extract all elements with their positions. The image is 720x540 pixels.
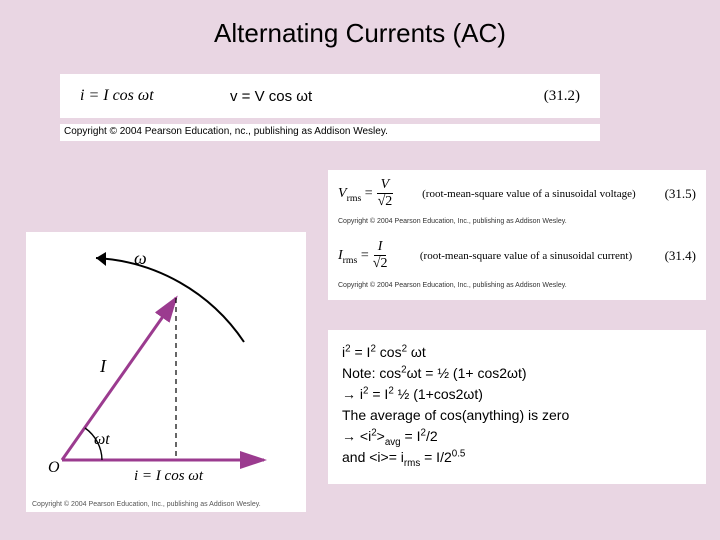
deriv-line-6: and <i>= irms = I/20.5 xyxy=(342,447,692,468)
rms-copy-2: Copyright © 2004 Pearson Education, Inc.… xyxy=(338,282,567,289)
rms-copy-1: Copyright © 2004 Pearson Education, Inc.… xyxy=(338,218,567,225)
rms-i-sub: rms xyxy=(343,254,358,265)
d6sub: rms xyxy=(404,458,420,469)
d6exp: 0.5 xyxy=(452,448,466,459)
equation-bar: i = I cos ωt v = V cos ωt (31.2) xyxy=(60,74,600,118)
deriv-line-4: The average of cos(anything) is zero xyxy=(342,405,692,426)
origin-label: O xyxy=(48,459,60,476)
d1b: = I xyxy=(351,344,371,360)
rms-current-lhs: Irms = I √2 xyxy=(338,240,387,271)
rms-current-eqnum: (31.4) xyxy=(665,248,696,264)
rms-voltage-lhs: Vrms = V √2 xyxy=(338,178,393,209)
rms-current-frac: I √2 xyxy=(373,240,388,271)
phasor-copyright: Copyright © 2004 Pearson Education, Inc.… xyxy=(32,501,261,508)
equation-number: (31.2) xyxy=(544,88,580,105)
rms-voltage-desc: (root-mean-square value of a sinusoidal … xyxy=(422,188,636,200)
d5arrow: → xyxy=(342,428,356,444)
page-title: Alternating Currents (AC) xyxy=(0,18,720,49)
angle-label: ωt xyxy=(94,431,110,448)
deriv-line-2: Note: cos2ωt = ½ (1+ cos2ωt) xyxy=(342,363,692,384)
derivation-panel: i2 = I2 cos2 ωt Note: cos2ωt = ½ (1+ cos… xyxy=(328,330,706,484)
d5a: <i xyxy=(356,428,371,444)
d3arrow: → xyxy=(342,386,356,402)
rms-panel: Vrms = V √2 (root-mean-square value of a… xyxy=(328,170,706,300)
equation-v: v = V cos ωt xyxy=(230,88,312,105)
d3b: = I xyxy=(368,386,388,402)
d3a: i xyxy=(356,386,363,402)
projection-label: i = I cos ωt xyxy=(134,468,204,484)
d5c: = I xyxy=(401,428,421,444)
d5d: /2 xyxy=(426,428,438,444)
rms-voltage-frac: V √2 xyxy=(377,178,394,209)
rms-i-num: I xyxy=(374,240,387,256)
d1c: cos xyxy=(376,344,402,360)
rms-current-row: Irms = I √2 (root-mean-square value of a… xyxy=(338,240,696,271)
d6b: = I/2 xyxy=(420,449,452,465)
d5b: > xyxy=(377,428,385,444)
d3c: ½ (1+cos2ωt) xyxy=(394,386,483,402)
I-label: I xyxy=(99,356,107,376)
d2a: Note: cos xyxy=(342,365,401,381)
d1d: ωt xyxy=(407,344,426,360)
rms-v-eq: = xyxy=(361,186,372,201)
phasor-diagram: ω I ωt O i = I cos ωt Copyright © 2004 P… xyxy=(26,232,306,512)
rms-v-sub: rms xyxy=(347,192,362,203)
deriv-line-3: → i2 = I2 ½ (1+cos2ωt) xyxy=(342,384,692,405)
rms-i-eq: = xyxy=(357,248,368,263)
omega-label: ω xyxy=(134,248,147,268)
d6a: and <i>= i xyxy=(342,449,404,465)
deriv-line-5: → <i2>avg = I2/2 xyxy=(342,426,692,447)
equation-i: i = I cos ωt xyxy=(80,87,154,105)
rms-current-desc: (root-mean-square value of a sinusoidal … xyxy=(420,250,632,262)
deriv-line-1: i2 = I2 cos2 ωt xyxy=(342,342,692,363)
rms-v-num: V xyxy=(377,178,394,194)
rms-voltage-eqnum: (31.5) xyxy=(665,186,696,202)
rms-v-den: √2 xyxy=(378,194,393,209)
copyright-main: Copyright © 2004 Pearson Education, nc.,… xyxy=(60,124,600,141)
d2b: ωt = ½ (1+ cos2ωt) xyxy=(407,365,527,381)
rms-i-den: √2 xyxy=(373,256,388,271)
rms-voltage-row: Vrms = V √2 (root-mean-square value of a… xyxy=(338,178,696,209)
phasor-svg: ω I ωt O i = I cos ωt xyxy=(26,232,306,512)
